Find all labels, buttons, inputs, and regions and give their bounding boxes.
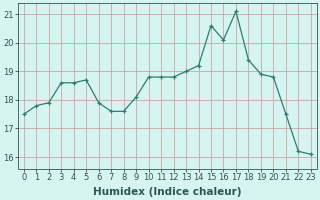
X-axis label: Humidex (Indice chaleur): Humidex (Indice chaleur)	[93, 187, 242, 197]
